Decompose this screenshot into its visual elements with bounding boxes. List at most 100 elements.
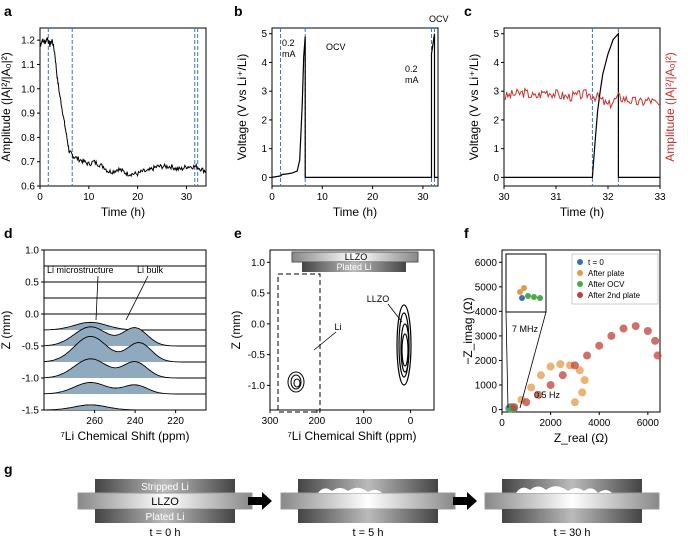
li-dendrite-shape-t30 bbox=[516, 486, 612, 493]
impedance-point bbox=[595, 341, 604, 350]
x-tick-label: 10 bbox=[317, 192, 329, 203]
li-contour bbox=[287, 371, 305, 393]
li-region-box bbox=[277, 273, 321, 413]
impedance-point bbox=[578, 388, 587, 397]
axes-frame bbox=[39, 27, 207, 187]
x-tick-label: 300 bbox=[262, 416, 279, 427]
y-tick-label: 1.0 bbox=[25, 246, 39, 257]
y-tick-label: -0.5 bbox=[22, 342, 40, 353]
impedance-point bbox=[534, 390, 543, 399]
spectrum-line bbox=[43, 358, 206, 379]
annotation-05hz: 0.5 Hz bbox=[534, 390, 561, 400]
x-tick-label: 0 bbox=[37, 192, 43, 203]
impedance-point bbox=[546, 362, 555, 371]
plated-li-bar bbox=[302, 262, 406, 272]
annotation-b-ocv1: OCV bbox=[326, 42, 346, 52]
annotation-b-current1: 0.2 bbox=[282, 38, 295, 48]
inset-point bbox=[519, 295, 525, 301]
y-tick-label: 1.2 bbox=[21, 36, 35, 47]
arrow-right-icon bbox=[248, 492, 272, 510]
label-t0: t = 0 h bbox=[150, 527, 181, 539]
y-tick-label: 2 bbox=[261, 115, 267, 126]
legend-label: After 2nd plate bbox=[588, 291, 641, 300]
x-tick-label: 30 bbox=[417, 192, 429, 203]
impedance-point bbox=[631, 322, 640, 331]
legend-marker bbox=[577, 292, 583, 298]
impedance-point bbox=[546, 381, 555, 389]
label-stripped-li: Stripped Li bbox=[141, 482, 189, 493]
inset-point bbox=[525, 293, 531, 299]
spectrum-line bbox=[44, 404, 206, 411]
y-tick-label: 1.1 bbox=[21, 60, 35, 71]
impedance-point bbox=[580, 376, 589, 385]
plated-li-layer bbox=[95, 509, 235, 523]
y-axis-label: Amplitude (|A|²/|A₀|²) bbox=[0, 52, 13, 161]
llzo-layer-t5 bbox=[280, 492, 456, 510]
x-tick-label: 100 bbox=[355, 416, 372, 427]
y-axis-label: −Z_imag (Ω) bbox=[461, 297, 475, 364]
y-tick-label: -0.5 bbox=[248, 350, 266, 361]
impedance-point bbox=[527, 383, 536, 392]
x-axis-label: Z_real (Ω) bbox=[554, 431, 608, 445]
impedance-point bbox=[522, 398, 531, 407]
impedance-point bbox=[556, 360, 565, 369]
y-axis-label: Z (mm) bbox=[0, 311, 13, 350]
li-dendrite-shape bbox=[318, 487, 382, 493]
legend-label: After OCV bbox=[588, 280, 625, 289]
inset-pointer bbox=[505, 311, 509, 409]
y-tick-label: 6000 bbox=[475, 258, 498, 269]
x-tick-label: 20 bbox=[367, 192, 379, 203]
impedance-point bbox=[570, 361, 579, 370]
amplitude-line bbox=[503, 87, 661, 110]
impedance-point bbox=[643, 327, 652, 335]
annotation-b-mA2: mA bbox=[405, 75, 419, 85]
y-tick-label: 1 bbox=[493, 144, 499, 155]
inset-point bbox=[531, 294, 537, 300]
inset-point bbox=[537, 295, 543, 301]
annotation-7mhz: 7 MHz bbox=[512, 324, 539, 334]
y-tick-label: 3000 bbox=[475, 331, 498, 342]
x-tick-label: 200 bbox=[309, 416, 326, 427]
x-tick-label: 6000 bbox=[637, 418, 660, 429]
inset-pointer bbox=[519, 311, 547, 409]
spectrum-line bbox=[43, 382, 206, 395]
inset-point bbox=[521, 285, 527, 291]
label-t30: t = 30 h bbox=[553, 527, 590, 539]
panel-letter-a: a bbox=[4, 3, 12, 19]
y-tick-label: 4 bbox=[261, 58, 267, 69]
axes-frame bbox=[271, 27, 439, 187]
y-axis-label: Voltage (V vs Li⁺/Li) bbox=[235, 54, 249, 160]
y-tick-label: 0.0 bbox=[25, 310, 39, 321]
y-axis-label: Z (mm) bbox=[229, 311, 243, 350]
impedance-point bbox=[558, 371, 567, 380]
x-axis-label: ⁷Li Chemical Shift (ppm) bbox=[60, 429, 189, 443]
stripped-li-layer-t5 bbox=[298, 479, 438, 493]
panel-letter-e: e bbox=[234, 225, 242, 241]
y-tick-label: 1.0 bbox=[251, 258, 265, 269]
x-tick-label: 220 bbox=[167, 416, 184, 427]
panel-letter-c: c bbox=[464, 3, 472, 19]
y-tick-label: 1.0 bbox=[21, 84, 35, 95]
spectrum-fill bbox=[44, 336, 206, 362]
axes-frame bbox=[501, 249, 661, 413]
x-tick-label: 30 bbox=[181, 192, 193, 203]
label-llzo: LLZO bbox=[151, 496, 179, 508]
panel-letter-b: b bbox=[234, 3, 243, 19]
impedance-point bbox=[651, 336, 660, 345]
x-tick-label: 4000 bbox=[588, 418, 611, 429]
y-tick-label: 0.5 bbox=[25, 278, 39, 289]
x-tick-label: 240 bbox=[127, 416, 144, 427]
impedance-point bbox=[575, 366, 584, 375]
y-tick-label: 0.0 bbox=[251, 319, 265, 330]
cell-t30: t = 30 h bbox=[484, 479, 660, 539]
x-axis-label: Time (h) bbox=[101, 205, 145, 219]
x-tick-label: 30 bbox=[498, 192, 510, 203]
y2-axis-label: Amplitude (|A|²/|A₀|²) bbox=[663, 52, 677, 161]
cell-t5: t = 5 h bbox=[280, 479, 456, 539]
li-contour bbox=[293, 378, 301, 388]
x-axis-label: Time (h) bbox=[333, 205, 377, 219]
li-pointer bbox=[313, 331, 337, 351]
llzo-contour bbox=[396, 304, 412, 386]
impedance-point bbox=[619, 324, 628, 333]
amplitude-line bbox=[39, 37, 207, 178]
